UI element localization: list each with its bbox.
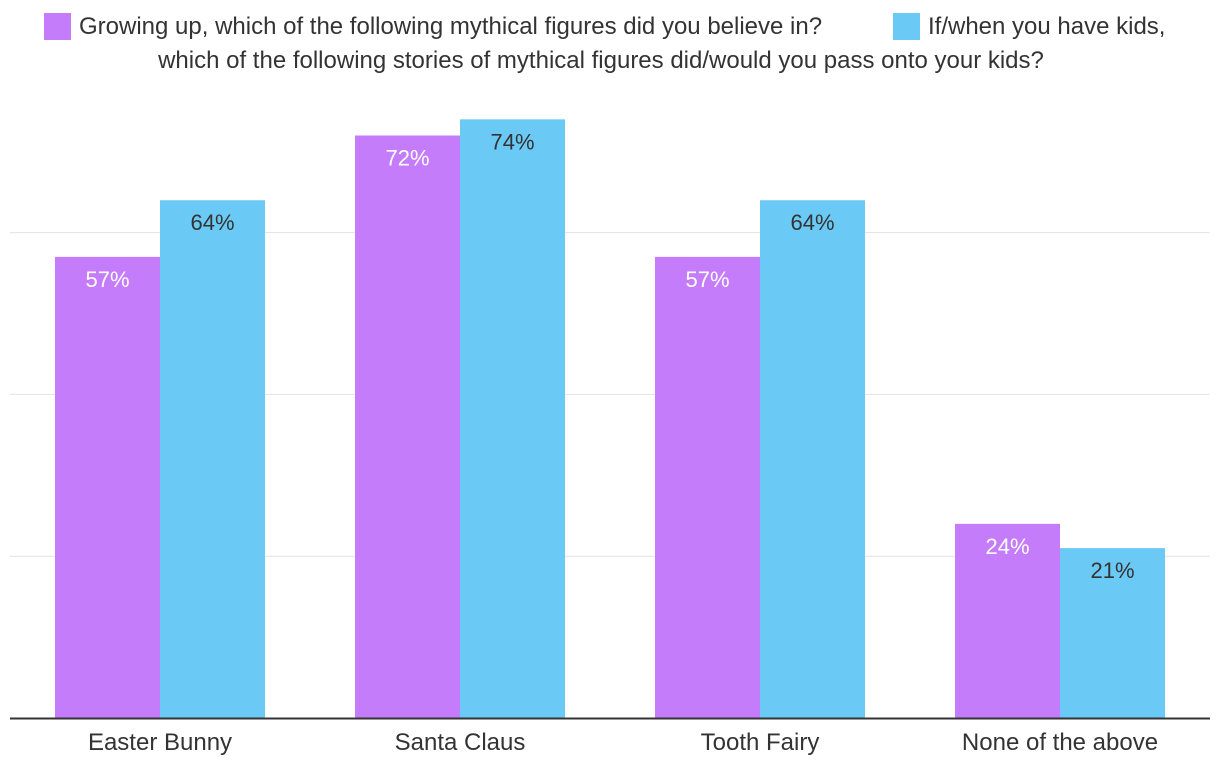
legend-swatch-series-2: [893, 13, 920, 40]
legend-label-series-2-line-1: If/when you have kids,: [928, 13, 1165, 40]
bar-series-1-easter-bunny: [55, 256, 160, 718]
value-labels: 57% 64% 72% 74% 57% 64% 24% 21%: [85, 129, 1134, 583]
bar-series-1-santa-claus: [355, 135, 460, 718]
bar-series-2-santa-claus: [460, 119, 565, 719]
x-tick-label-santa-claus: Santa Claus: [395, 729, 526, 756]
data-label-series-1-tooth-fairy: 57%: [685, 267, 729, 292]
x-tick-label-none-of-the-above: None of the above: [962, 729, 1158, 756]
bar-series-2-none-of-the-above: [1060, 548, 1165, 718]
data-label-series-2-santa-claus: 74%: [490, 129, 534, 154]
legend-label-series-1: Growing up, which of the following mythi…: [79, 13, 822, 40]
data-label-series-1-easter-bunny: 57%: [85, 267, 129, 292]
bars: [55, 119, 1165, 719]
data-label-series-1-none-of-the-above: 24%: [985, 534, 1029, 559]
bar-series-1-tooth-fairy: [655, 256, 760, 718]
x-axis: Easter Bunny Santa Claus Tooth Fairy None o…: [10, 717, 1210, 756]
data-label-series-1-santa-claus: 72%: [385, 146, 429, 171]
x-tick-label-tooth-fairy: Tooth Fairy: [701, 729, 820, 756]
bar-series-1-none-of-the-above: [955, 523, 1060, 718]
data-label-series-2-tooth-fairy: 64%: [790, 210, 834, 235]
legend-swatch-series-1: [44, 13, 71, 40]
legend-label-series-2-line-2: which of the following stories of mythic…: [157, 47, 1044, 74]
legend: Growing up, which of the following mythi…: [44, 13, 1165, 74]
bar-series-2-easter-bunny: [160, 200, 265, 719]
data-label-series-2-easter-bunny: 64%: [190, 210, 234, 235]
x-tick-label-easter-bunny: Easter Bunny: [88, 729, 232, 756]
bar-series-2-tooth-fairy: [760, 200, 865, 719]
data-label-series-2-none-of-the-above: 21%: [1090, 558, 1134, 583]
